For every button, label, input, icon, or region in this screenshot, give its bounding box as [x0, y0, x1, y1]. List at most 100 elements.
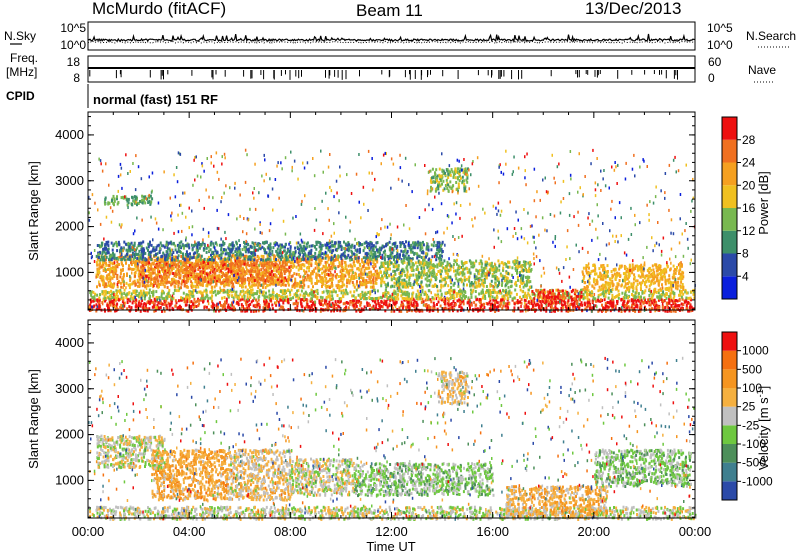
data-cell [635, 291, 638, 295]
data-cell [248, 304, 250, 308]
data-cell [312, 292, 315, 296]
data-cell [519, 288, 522, 292]
data-cell [680, 295, 683, 299]
data-cell [333, 307, 335, 311]
data-cell [246, 297, 249, 301]
data-cell [562, 297, 565, 301]
data-cell [309, 306, 312, 310]
data-cell [607, 291, 610, 295]
data-cell [242, 285, 245, 289]
data-cell [104, 292, 107, 296]
data-cell [628, 306, 631, 310]
data-cell [651, 294, 654, 298]
data-cell [344, 292, 347, 296]
data-cell [488, 301, 491, 305]
data-cell [437, 309, 439, 313]
data-cell [302, 294, 305, 298]
data-cell [222, 290, 225, 294]
data-cell [304, 276, 307, 279]
data-cell [338, 301, 341, 304]
data-cell [250, 285, 253, 289]
data-cell [119, 297, 122, 301]
data-cell [321, 296, 324, 300]
data-cell [152, 247, 155, 251]
data-cell [186, 293, 189, 297]
data-cell [110, 241, 113, 245]
data-cell [307, 285, 310, 289]
data-cell [310, 290, 313, 294]
data-cell [489, 302, 492, 306]
data-cell [551, 291, 554, 295]
data-cell [226, 305, 229, 309]
data-cell [150, 277, 153, 281]
noise-right-tick-bottom: 10^0 [707, 38, 733, 52]
data-cell [655, 303, 658, 307]
data-cell [279, 298, 282, 302]
data-cell [394, 292, 397, 296]
data-cell [389, 298, 392, 302]
data-cell [211, 285, 214, 289]
data-cell [263, 299, 265, 303]
data-cell [437, 300, 440, 304]
data-cell [120, 295, 123, 299]
data-cell [462, 289, 465, 293]
data-cell [197, 281, 200, 284]
data-cell [530, 302, 533, 306]
data-cell [180, 298, 182, 302]
data-cell [200, 254, 203, 258]
data-cell [137, 293, 140, 297]
data-cell [406, 300, 409, 304]
data-cell [143, 306, 146, 310]
data-cell [132, 252, 135, 256]
data-cell [440, 298, 443, 302]
data-cell [158, 297, 161, 301]
data-cell [418, 296, 421, 300]
data-cell [338, 261, 341, 265]
data-cell [324, 269, 327, 273]
data-cell [227, 303, 230, 307]
data-cell [363, 283, 366, 287]
data-cell [603, 307, 606, 311]
data-cell [265, 303, 268, 307]
data-cell [213, 276, 216, 280]
data-cell [140, 302, 143, 306]
data-cell [116, 302, 119, 306]
data-cell [347, 301, 349, 305]
data-cell [305, 270, 308, 274]
data-cell [685, 296, 688, 300]
data-cell [295, 306, 298, 310]
data-cell [385, 300, 388, 304]
data-cell [625, 296, 628, 300]
data-cell [288, 273, 291, 277]
data-cell [298, 285, 301, 289]
data-cell [159, 306, 162, 309]
data-cell [242, 307, 245, 311]
data-cell [492, 291, 495, 294]
data-cell [214, 289, 217, 293]
data-cell [376, 296, 379, 300]
data-cell [352, 294, 355, 298]
data-cell [216, 269, 218, 273]
data-cell [265, 279, 268, 283]
data-cell [115, 292, 118, 296]
data-cell [150, 291, 153, 294]
data-cell [447, 301, 450, 305]
data-cell [107, 309, 110, 313]
data-cell [326, 272, 329, 276]
data-cell [168, 295, 171, 298]
data-cell [283, 265, 286, 269]
data-cell [114, 264, 117, 268]
data-cell [239, 290, 242, 294]
data-cell [321, 256, 324, 260]
data-cell [219, 264, 222, 268]
freq-tick-top: 18 [67, 55, 81, 69]
data-cell [167, 275, 170, 279]
data-cell [231, 294, 234, 298]
data-cell [337, 275, 340, 278]
data-cell [644, 298, 647, 302]
data-cell [349, 279, 352, 283]
data-cell [650, 296, 653, 300]
data-cell [150, 300, 153, 304]
data-cell [308, 309, 311, 313]
data-cell [245, 265, 248, 269]
